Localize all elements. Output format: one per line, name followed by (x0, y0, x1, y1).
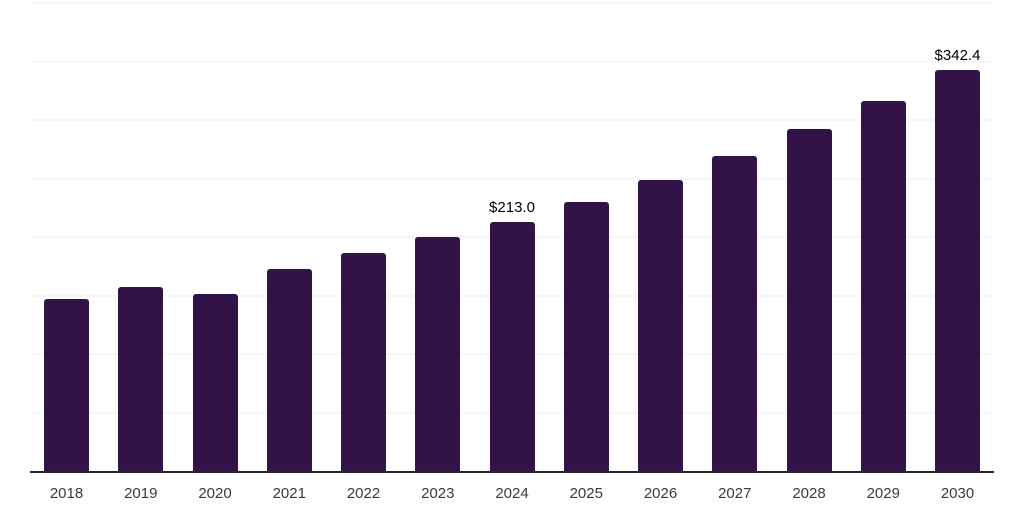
x-axis-label-2022: 2022 (346, 485, 381, 502)
x-axis-label-2023: 2023 (421, 485, 455, 502)
bar-2024 (489, 221, 535, 471)
x-axis-label-2021: 2021 (272, 485, 306, 502)
bar-2023 (415, 237, 461, 471)
gridline-350 (30, 61, 994, 62)
x-axis-label-2020: 2020 (198, 485, 232, 502)
x-axis-label-2028: 2028 (792, 485, 826, 502)
bar-2018 (44, 299, 89, 471)
gridline-400 (30, 2, 994, 4)
bar-2019 (118, 287, 164, 471)
x-axis-label-2019: 2019 (124, 485, 158, 502)
x-axis-label-2018: 2018 (49, 485, 84, 502)
bar-2029 (860, 101, 906, 471)
bar-2025 (563, 201, 609, 471)
gridline-250 (30, 178, 994, 179)
x-axis-line (30, 471, 994, 473)
bar-2030 (935, 70, 980, 471)
bar-2020 (192, 294, 238, 471)
bar-2022 (341, 253, 386, 471)
plot-area: $213.0 $342.4 (30, 2, 994, 471)
bar-2021 (266, 268, 312, 471)
bar-2026 (638, 179, 683, 471)
bar-value-label-2024: $213.0 (489, 198, 535, 216)
x-axis-label-2029: 2029 (866, 485, 900, 502)
x-axis-label-2027: 2027 (718, 485, 752, 502)
x-axis-label-2026: 2026 (643, 485, 678, 502)
bar-2027 (712, 156, 758, 471)
x-axis-label-2025: 2025 (569, 485, 603, 502)
gridline-300 (30, 119, 994, 121)
x-axis-labels: 2018 2019 2020 2021 2022 2023 2024 2025 2026 2027… (30, 485, 994, 505)
bar-value-label-2030: $342.4 (934, 47, 981, 65)
x-axis-label-2030: 2030 (940, 485, 975, 502)
x-axis-label-2024: 2024 (495, 485, 529, 502)
bar-2028 (786, 129, 832, 471)
